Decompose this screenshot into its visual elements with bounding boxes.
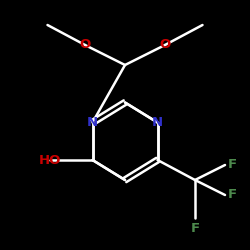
Text: F: F [228, 158, 236, 172]
Text: N: N [87, 116, 98, 129]
Text: O: O [160, 38, 170, 52]
Text: O: O [80, 38, 90, 52]
Text: N: N [152, 116, 163, 129]
Text: HO: HO [39, 154, 61, 166]
Text: F: F [228, 188, 236, 202]
Text: F: F [190, 222, 200, 235]
